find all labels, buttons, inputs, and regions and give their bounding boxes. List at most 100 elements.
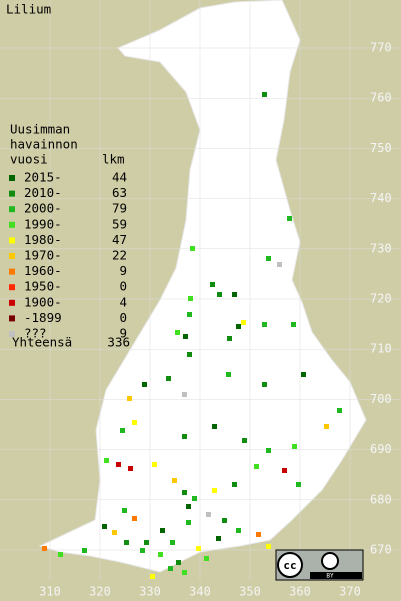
legend-total-label: Yhteensä xyxy=(12,335,72,350)
y-axis-label: 740 xyxy=(370,191,392,205)
grid-square xyxy=(324,424,329,429)
legend-total: 336 xyxy=(107,335,130,350)
grid-square xyxy=(142,382,147,387)
grid-square xyxy=(266,256,271,261)
legend-count: 9 xyxy=(119,263,127,278)
grid-square xyxy=(187,352,192,357)
grid-square xyxy=(132,420,137,425)
grid-square xyxy=(287,216,292,221)
legend-heading: havainnon xyxy=(10,137,78,152)
grid-square xyxy=(262,322,267,327)
grid-square xyxy=(82,548,87,553)
grid-square xyxy=(242,438,247,443)
grid-square xyxy=(337,408,342,413)
x-axis-label: 360 xyxy=(289,585,311,599)
grid-square xyxy=(58,552,63,557)
legend-label: 1950- xyxy=(24,279,62,294)
axes: 770 760 750 740 730 720 710 700 690 680 670 310 320 3… xyxy=(39,41,392,599)
grid-square xyxy=(187,312,192,317)
grid-square xyxy=(186,520,191,525)
grid-square xyxy=(254,464,259,469)
grid-square xyxy=(236,528,241,533)
y-axis-label: 670 xyxy=(370,543,392,557)
grid-square xyxy=(122,508,127,513)
grid-square xyxy=(266,448,271,453)
legend-label: 1900- xyxy=(24,294,62,309)
x-axis-label: 350 xyxy=(239,585,261,599)
grid-square xyxy=(124,540,129,545)
legend-swatch xyxy=(9,237,15,244)
grid-square xyxy=(168,566,173,571)
grid-square xyxy=(182,434,187,439)
legend-count: 59 xyxy=(112,216,127,231)
grid-square xyxy=(176,560,181,565)
legend-count: 4 xyxy=(119,294,127,309)
legend-swatch xyxy=(9,221,15,228)
grid-square xyxy=(226,372,231,377)
grid-square xyxy=(182,570,187,575)
grid-square xyxy=(116,462,121,467)
grid-square xyxy=(182,490,187,495)
grid-square xyxy=(144,540,149,545)
y-axis-label: 760 xyxy=(370,91,392,105)
legend-swatch xyxy=(9,253,15,259)
by-icon xyxy=(321,552,339,570)
y-axis-label: 690 xyxy=(370,442,392,456)
grid-square xyxy=(210,282,215,287)
grid-square xyxy=(42,546,47,551)
legend-label: 1970- xyxy=(24,248,62,263)
legend-count: 9 xyxy=(119,326,127,341)
legend-swatch xyxy=(9,206,15,213)
grid-square xyxy=(128,466,133,471)
grid-square xyxy=(212,424,217,429)
legend-count: 79 xyxy=(112,201,127,216)
grid-square xyxy=(132,516,137,521)
grid-square xyxy=(236,324,241,329)
legend-heading: vuosi xyxy=(10,152,48,167)
grid-square xyxy=(282,468,287,473)
grid-square xyxy=(301,372,306,377)
grid-square xyxy=(120,428,125,433)
map-title: Lilium xyxy=(6,2,51,17)
grid-square xyxy=(216,536,221,541)
x-axis-label: 330 xyxy=(139,585,161,599)
grid-square xyxy=(175,330,180,335)
grid-square xyxy=(266,544,271,549)
grid-square xyxy=(166,376,171,381)
legend-swatch xyxy=(9,284,15,291)
grid-square xyxy=(112,530,117,535)
grid-square xyxy=(212,488,217,493)
grid-square xyxy=(262,382,267,387)
grid-square xyxy=(292,444,297,449)
grid-square xyxy=(232,482,237,487)
grid-square xyxy=(217,292,222,297)
x-axis-label: 310 xyxy=(39,585,61,599)
grid-square xyxy=(183,334,188,339)
grid-square xyxy=(227,336,232,341)
grid-square xyxy=(150,574,155,579)
legend-label: -1899 xyxy=(24,310,62,325)
grid-square xyxy=(277,262,282,267)
legend-count: 44 xyxy=(112,170,127,185)
grid-square xyxy=(256,532,261,537)
grid-square xyxy=(192,496,197,501)
grid-square xyxy=(102,524,107,529)
legend-label: 1990- xyxy=(24,216,62,231)
grid-square xyxy=(222,518,227,523)
grid-square xyxy=(190,246,195,251)
legend-label: 2015- xyxy=(24,170,62,185)
grid-square xyxy=(186,504,191,509)
grid-square xyxy=(172,478,177,483)
grid-square xyxy=(232,292,237,297)
x-axis-label: 370 xyxy=(339,585,361,599)
legend-count: 63 xyxy=(112,185,127,200)
legend-label: ??? xyxy=(24,326,47,341)
grid-square xyxy=(206,512,211,517)
grid-square xyxy=(152,462,157,467)
legend-count-heading: lkm xyxy=(102,152,125,167)
y-axis-label: 680 xyxy=(370,492,392,506)
legend-swatch xyxy=(9,299,15,306)
cc-text: cc xyxy=(283,559,296,572)
grid-square xyxy=(262,92,267,97)
